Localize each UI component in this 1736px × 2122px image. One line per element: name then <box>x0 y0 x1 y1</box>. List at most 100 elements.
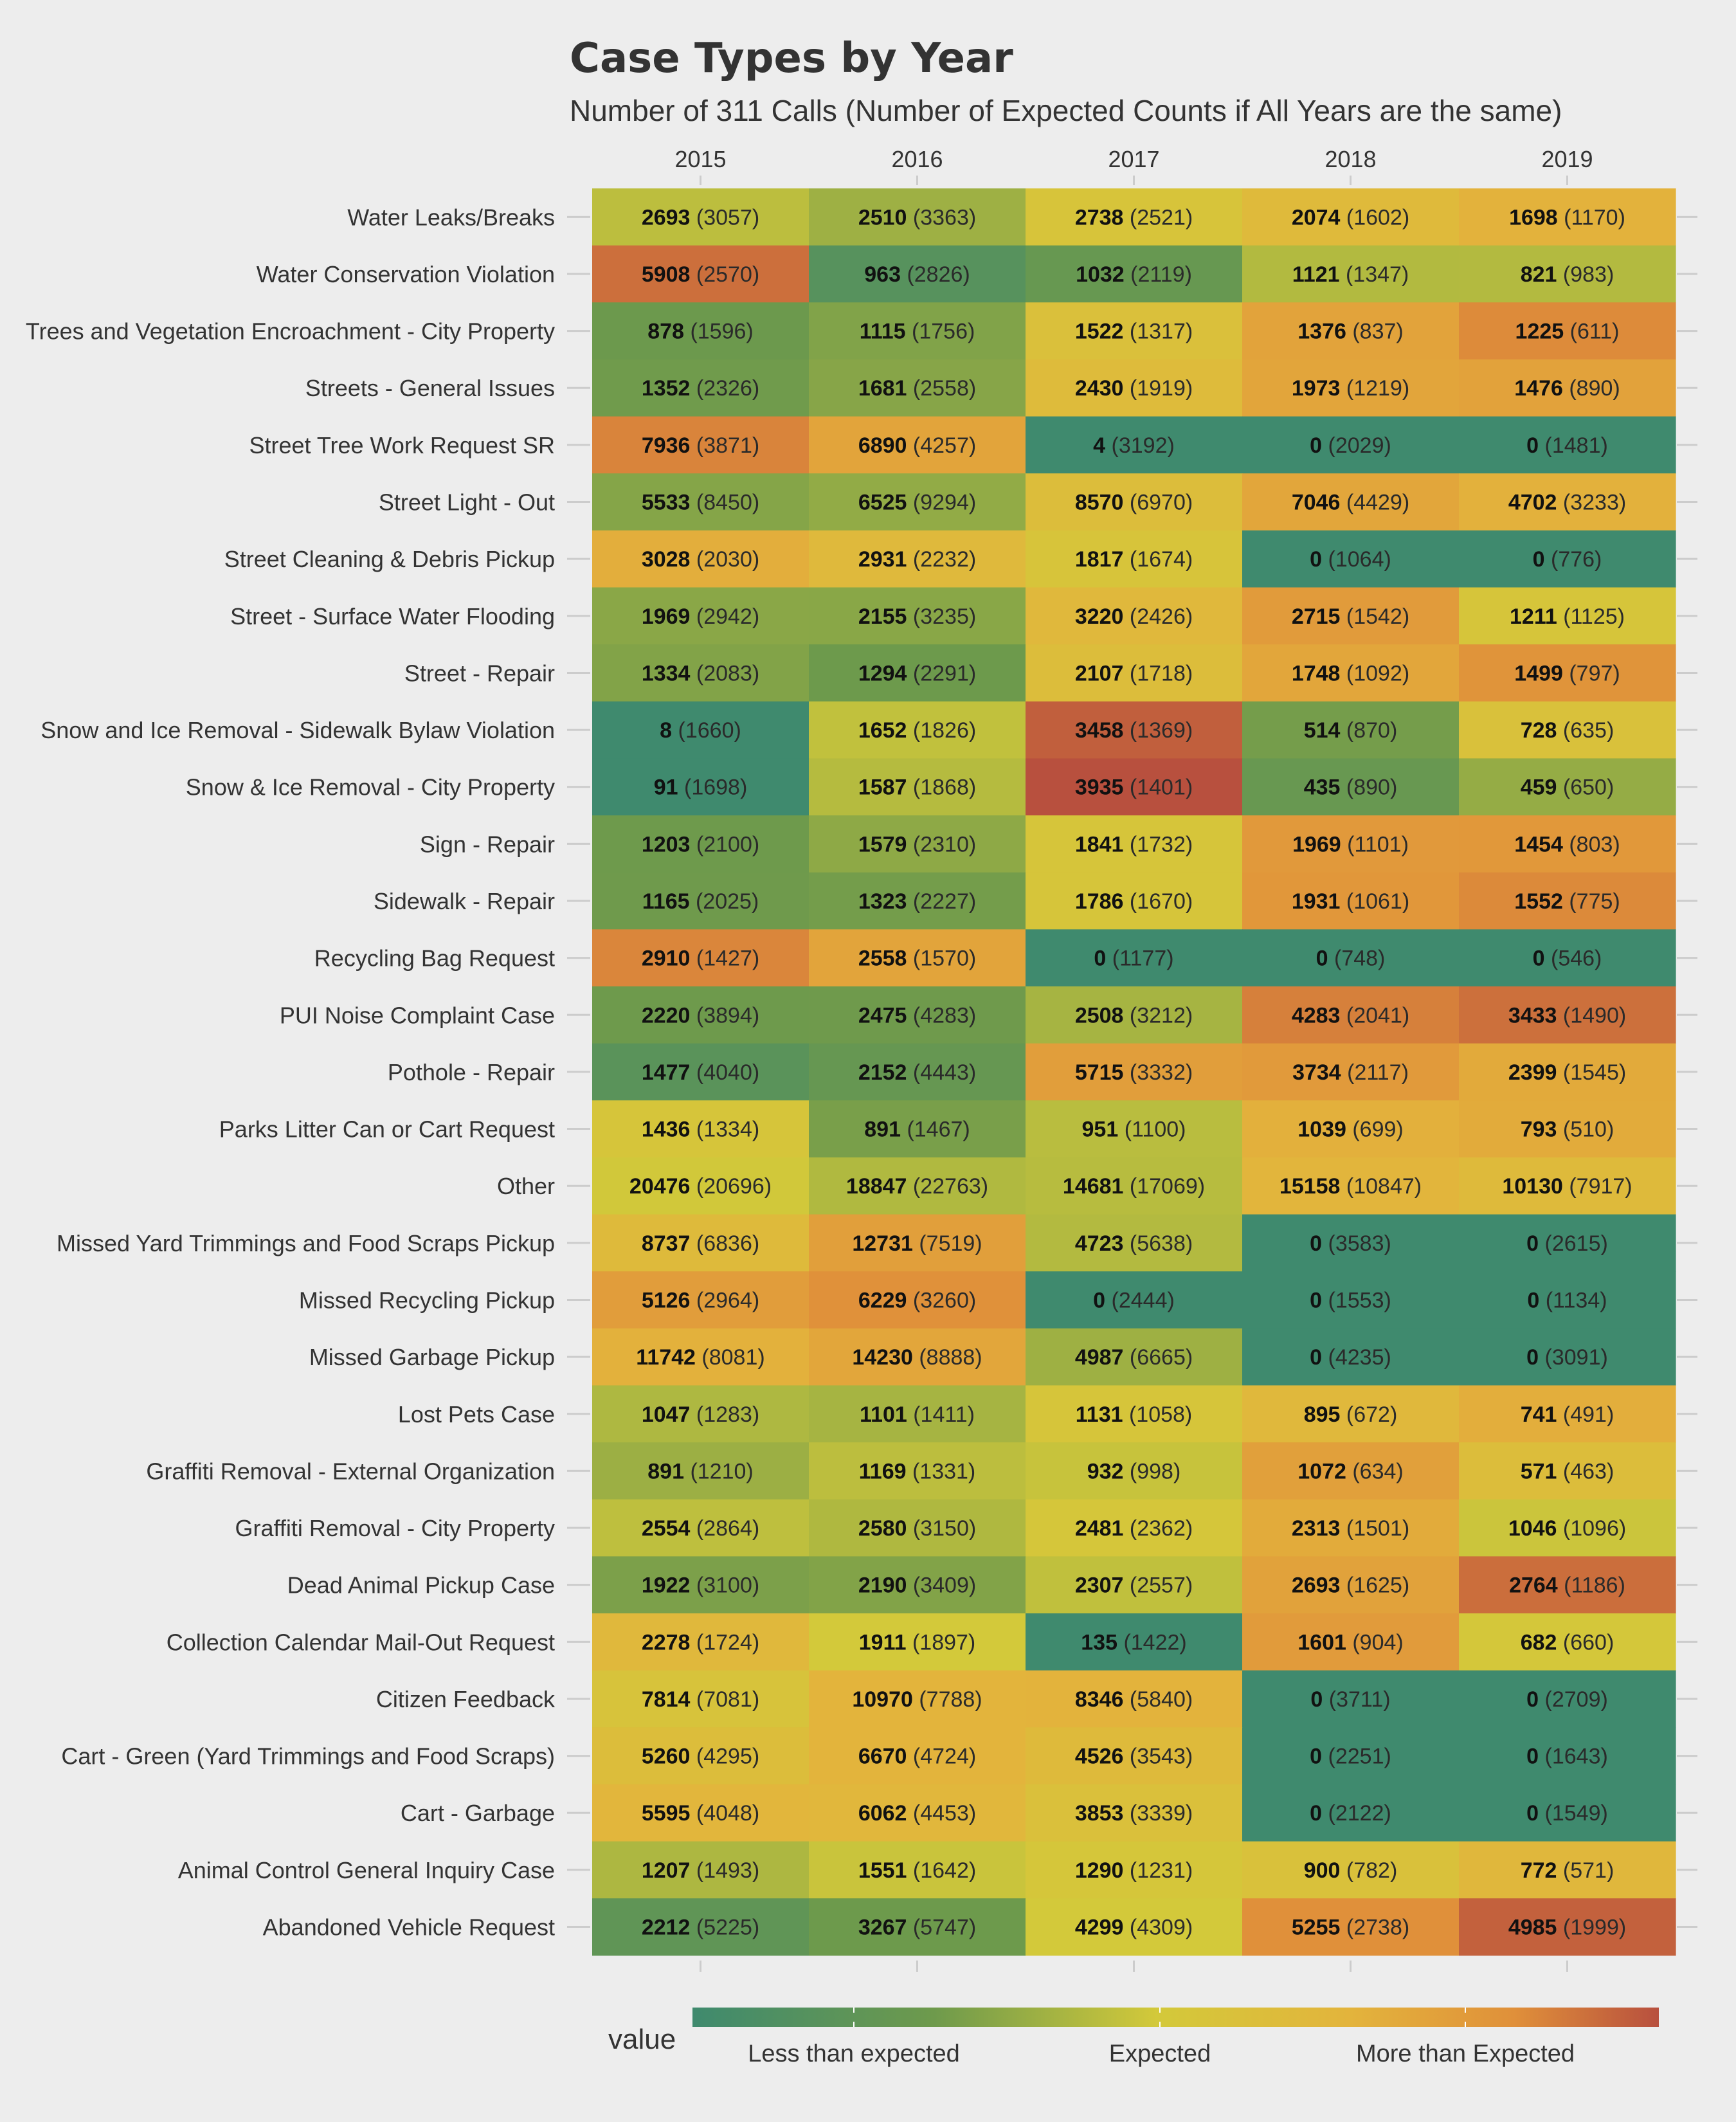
heatmap-cell <box>809 302 1026 360</box>
heatmap-cell <box>1242 644 1460 702</box>
cell-label: 1039 (699) <box>1297 1118 1403 1142</box>
cell-expected-value: (4453) <box>907 1801 976 1826</box>
heatmap-cell <box>1242 530 1460 588</box>
cell-expected-value: (699) <box>1346 1118 1404 1142</box>
cell-observed-value: 5595 <box>642 1801 691 1826</box>
cell-observed-value: 963 <box>864 262 901 287</box>
cell-label: 793 (510) <box>1521 1118 1614 1142</box>
cell-expected-value: (837) <box>1346 320 1404 344</box>
cell-expected-value: (870) <box>1340 718 1397 743</box>
cell-observed-value: 0 <box>1310 1687 1323 1712</box>
cell-observed-value: 571 <box>1521 1459 1557 1483</box>
cell-label: 1165 (2025) <box>642 889 759 914</box>
cell-observed-value: 1922 <box>642 1573 691 1598</box>
heatmap-cell <box>809 1499 1026 1557</box>
cell-expected-value: (2964) <box>690 1288 759 1312</box>
heatmap-cell <box>1459 1784 1676 1842</box>
cell-observed-value: 5715 <box>1075 1060 1124 1085</box>
heatmap-cell <box>1026 1784 1243 1842</box>
cell-expected-value: (510) <box>1557 1118 1614 1142</box>
heatmap-cell <box>1026 1670 1243 1728</box>
cell-label: 1352 (2326) <box>642 376 759 401</box>
heatmap-cell <box>809 1385 1026 1443</box>
cell-observed-value: 1046 <box>1508 1516 1557 1541</box>
cell-expected-value: (2709) <box>1539 1687 1608 1712</box>
cell-label: 0 (1177) <box>1094 947 1173 971</box>
cell-label: 0 (1643) <box>1526 1745 1608 1769</box>
cell-observed-value: 2931 <box>858 547 907 572</box>
cell-label: 1969 (1101) <box>1292 832 1409 857</box>
cell-label: 1911 (1897) <box>859 1630 976 1655</box>
cell-label: 2430 (1919) <box>1075 376 1193 401</box>
cell-expected-value: (1125) <box>1557 604 1625 629</box>
cell-label: 5260 (4295) <box>642 1745 759 1769</box>
heatmap-cell <box>592 1727 809 1785</box>
cell-expected-value: (1698) <box>678 775 748 800</box>
cell-label: 963 (2826) <box>864 262 970 287</box>
cell-expected-value: (17069) <box>1123 1174 1205 1199</box>
cell-expected-value: (22763) <box>907 1174 988 1199</box>
cell-expected-value: (7081) <box>690 1687 759 1712</box>
cell-observed-value: 5255 <box>1292 1916 1341 1940</box>
cell-label: 12731 (7519) <box>852 1231 982 1256</box>
cell-observed-value: 3028 <box>642 547 691 572</box>
cell-observed-value: 728 <box>1521 718 1557 743</box>
cell-expected-value: (2426) <box>1123 604 1193 629</box>
cell-expected-value: (1401) <box>1123 775 1193 800</box>
cell-observed-value: 2558 <box>858 947 907 971</box>
heatmap-cell <box>1242 701 1460 759</box>
cell-label: 2554 (2864) <box>642 1516 759 1541</box>
heatmap-cell <box>1242 1499 1460 1557</box>
cell-expected-value: (1347) <box>1340 262 1409 287</box>
cell-expected-value: (1642) <box>907 1858 976 1883</box>
cell-observed-value: 4283 <box>1292 1003 1341 1028</box>
cell-observed-value: 2508 <box>1075 1003 1124 1028</box>
cell-observed-value: 2554 <box>642 1516 691 1541</box>
heatmap-cell <box>592 872 809 930</box>
cell-label: 571 (463) <box>1521 1459 1614 1483</box>
cell-expected-value: (8888) <box>913 1345 982 1370</box>
heatmap-cell <box>809 473 1026 531</box>
heatmap-cell <box>1459 1613 1676 1671</box>
heatmap-cell <box>1026 359 1243 417</box>
heatmap-cell <box>1459 1841 1676 1899</box>
cell-observed-value: 0 <box>1310 1288 1322 1312</box>
cell-expected-value: (2083) <box>690 661 759 685</box>
cell-observed-value: 7046 <box>1292 491 1341 515</box>
heatmap-cell <box>1242 1157 1460 1215</box>
cell-observed-value: 0 <box>1310 547 1322 572</box>
cell-label: 8346 (5840) <box>1075 1687 1193 1712</box>
cell-observed-value: 2510 <box>858 205 907 230</box>
cell-expected-value: (1134) <box>1539 1288 1607 1312</box>
cell-observed-value: 2313 <box>1292 1516 1341 1541</box>
heatmap-cell <box>1026 1727 1243 1785</box>
heatmap-cell <box>1026 473 1243 531</box>
cell-observed-value: 878 <box>647 320 684 344</box>
heatmap-cell <box>1242 758 1460 816</box>
cell-expected-value: (1660) <box>672 718 741 743</box>
cell-observed-value: 1376 <box>1297 320 1346 344</box>
cell-label: 0 (3091) <box>1526 1345 1608 1370</box>
cell-expected-value: (1210) <box>684 1459 754 1483</box>
cell-expected-value: (2557) <box>1123 1573 1193 1598</box>
cell-observed-value: 0 <box>1526 1745 1539 1769</box>
y-tick-label: Street - Surface Water Flooding <box>230 603 555 630</box>
cell-expected-value: (6970) <box>1123 491 1193 515</box>
cell-expected-value: (2100) <box>690 832 759 857</box>
cell-expected-value: (1061) <box>1340 889 1409 914</box>
cell-observed-value: 0 <box>1533 947 1545 971</box>
cell-label: 1225 (611) <box>1515 320 1620 344</box>
heatmap-cell <box>592 1670 809 1728</box>
cell-observed-value: 18847 <box>846 1174 907 1199</box>
cell-expected-value: (2521) <box>1123 205 1193 230</box>
cell-expected-value: (463) <box>1557 1459 1614 1483</box>
heatmap-cell <box>592 245 809 303</box>
cell-observed-value: 3267 <box>858 1916 907 1940</box>
cell-expected-value: (1553) <box>1322 1288 1391 1312</box>
cell-observed-value: 2430 <box>1075 376 1124 401</box>
cell-label: 0 (2709) <box>1526 1687 1608 1712</box>
cell-observed-value: 1169 <box>859 1459 907 1483</box>
cell-observed-value: 1225 <box>1515 320 1564 344</box>
cell-expected-value: (1096) <box>1557 1516 1626 1541</box>
y-tick-label: PUI Noise Complaint Case <box>280 1002 555 1028</box>
